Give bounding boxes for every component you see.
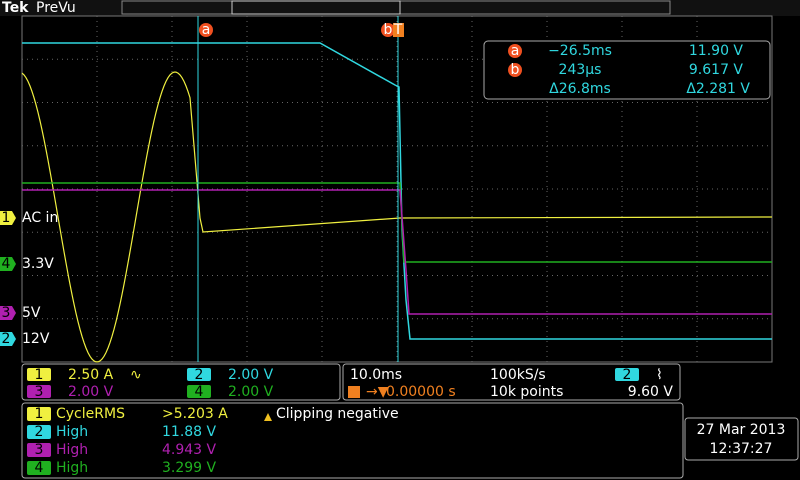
time: 12:37:27 <box>710 441 773 457</box>
measurement-panel <box>21 402 684 479</box>
points: 10k points <box>490 384 563 400</box>
channel-tags: 1 AC in 4 3.3V 3 5V 2 12V <box>0 210 58 347</box>
ch-scale: 2.00 V <box>228 384 274 400</box>
tag-num: 3 <box>2 305 11 321</box>
ch-num: 4 <box>195 384 204 400</box>
cursor-b-label: b <box>384 22 393 38</box>
meas-name: High <box>56 460 88 476</box>
tag-num: 4 <box>2 256 11 272</box>
channel-panel <box>21 363 341 401</box>
ch-num: 1 <box>35 367 44 383</box>
tag-num: 2 <box>2 331 11 347</box>
record-window <box>231 0 401 15</box>
meas-name: CycleRMS <box>56 406 125 422</box>
meas-value: 3.299 V <box>162 460 217 476</box>
cursor-a-label: a <box>202 22 211 38</box>
meas-tag <box>27 425 51 439</box>
readout-time: Δ26.8ms <box>549 81 611 97</box>
ch-coupling: ∿ <box>130 367 142 383</box>
svg-text:→▼: →▼ <box>366 384 389 400</box>
meas-num: 3 <box>35 442 44 458</box>
trigger-source: 2 <box>623 367 632 383</box>
trigger-marker <box>393 23 404 37</box>
warning: Clipping negative <box>276 406 399 422</box>
meas-num: 2 <box>35 424 44 440</box>
meas-tag <box>27 461 51 475</box>
readout-time: 243µs <box>559 62 602 78</box>
readout-volt: 11.90 V <box>689 43 744 59</box>
date: 27 Mar 2013 <box>697 422 786 438</box>
cursor-b-marker <box>381 23 395 37</box>
trigger-level: 9.60 V <box>628 384 674 400</box>
readout-marker: a <box>511 43 520 59</box>
meas-num: 4 <box>35 460 44 476</box>
delay: 0.00000 s <box>386 384 456 400</box>
tag-label: 5V <box>22 305 41 321</box>
readout-time: −26.5ms <box>548 43 612 59</box>
meas-num: 1 <box>35 406 44 422</box>
time-scale: 10.0ms <box>350 367 402 383</box>
meas-name: High <box>56 424 88 440</box>
tag-label: AC in <box>22 210 58 226</box>
meas-value: >5.203 A <box>162 406 228 422</box>
ch-num: 3 <box>35 384 44 400</box>
ch3-trace <box>22 189 772 315</box>
ch1-trace <box>21 71 773 363</box>
ch-scale: 2.00 V <box>68 384 114 400</box>
ch2-trace <box>22 42 772 340</box>
meas-tag <box>27 443 51 457</box>
meas-name: High <box>56 442 88 458</box>
brand: Tek <box>2 0 29 16</box>
tag-label: 3.3V <box>22 256 54 272</box>
tag-label: 12V <box>22 331 50 347</box>
readout-marker: b <box>511 62 520 78</box>
ch-num: 2 <box>195 367 204 383</box>
sample-rate: 100kS/s <box>490 367 546 383</box>
meas-value: 4.943 V <box>162 442 217 458</box>
timebase-panel <box>342 363 681 401</box>
mode: PreVu <box>36 0 76 16</box>
grid <box>22 16 772 362</box>
trigger-label: T <box>393 22 403 38</box>
trigger-slope: ⌇ <box>656 367 663 383</box>
readout-volt: Δ2.281 V <box>686 81 750 97</box>
tag-num: 1 <box>2 210 11 226</box>
meas-value: 11.88 V <box>162 424 217 440</box>
cursor-readout <box>483 40 771 100</box>
cursor-a-marker <box>199 23 213 37</box>
meas-tag <box>27 407 51 421</box>
readout-volt: 9.617 V <box>689 62 744 78</box>
clock-panel <box>684 417 799 461</box>
ch-scale: 2.00 V <box>228 367 274 383</box>
ch-scale: 2.50 A <box>68 367 114 383</box>
